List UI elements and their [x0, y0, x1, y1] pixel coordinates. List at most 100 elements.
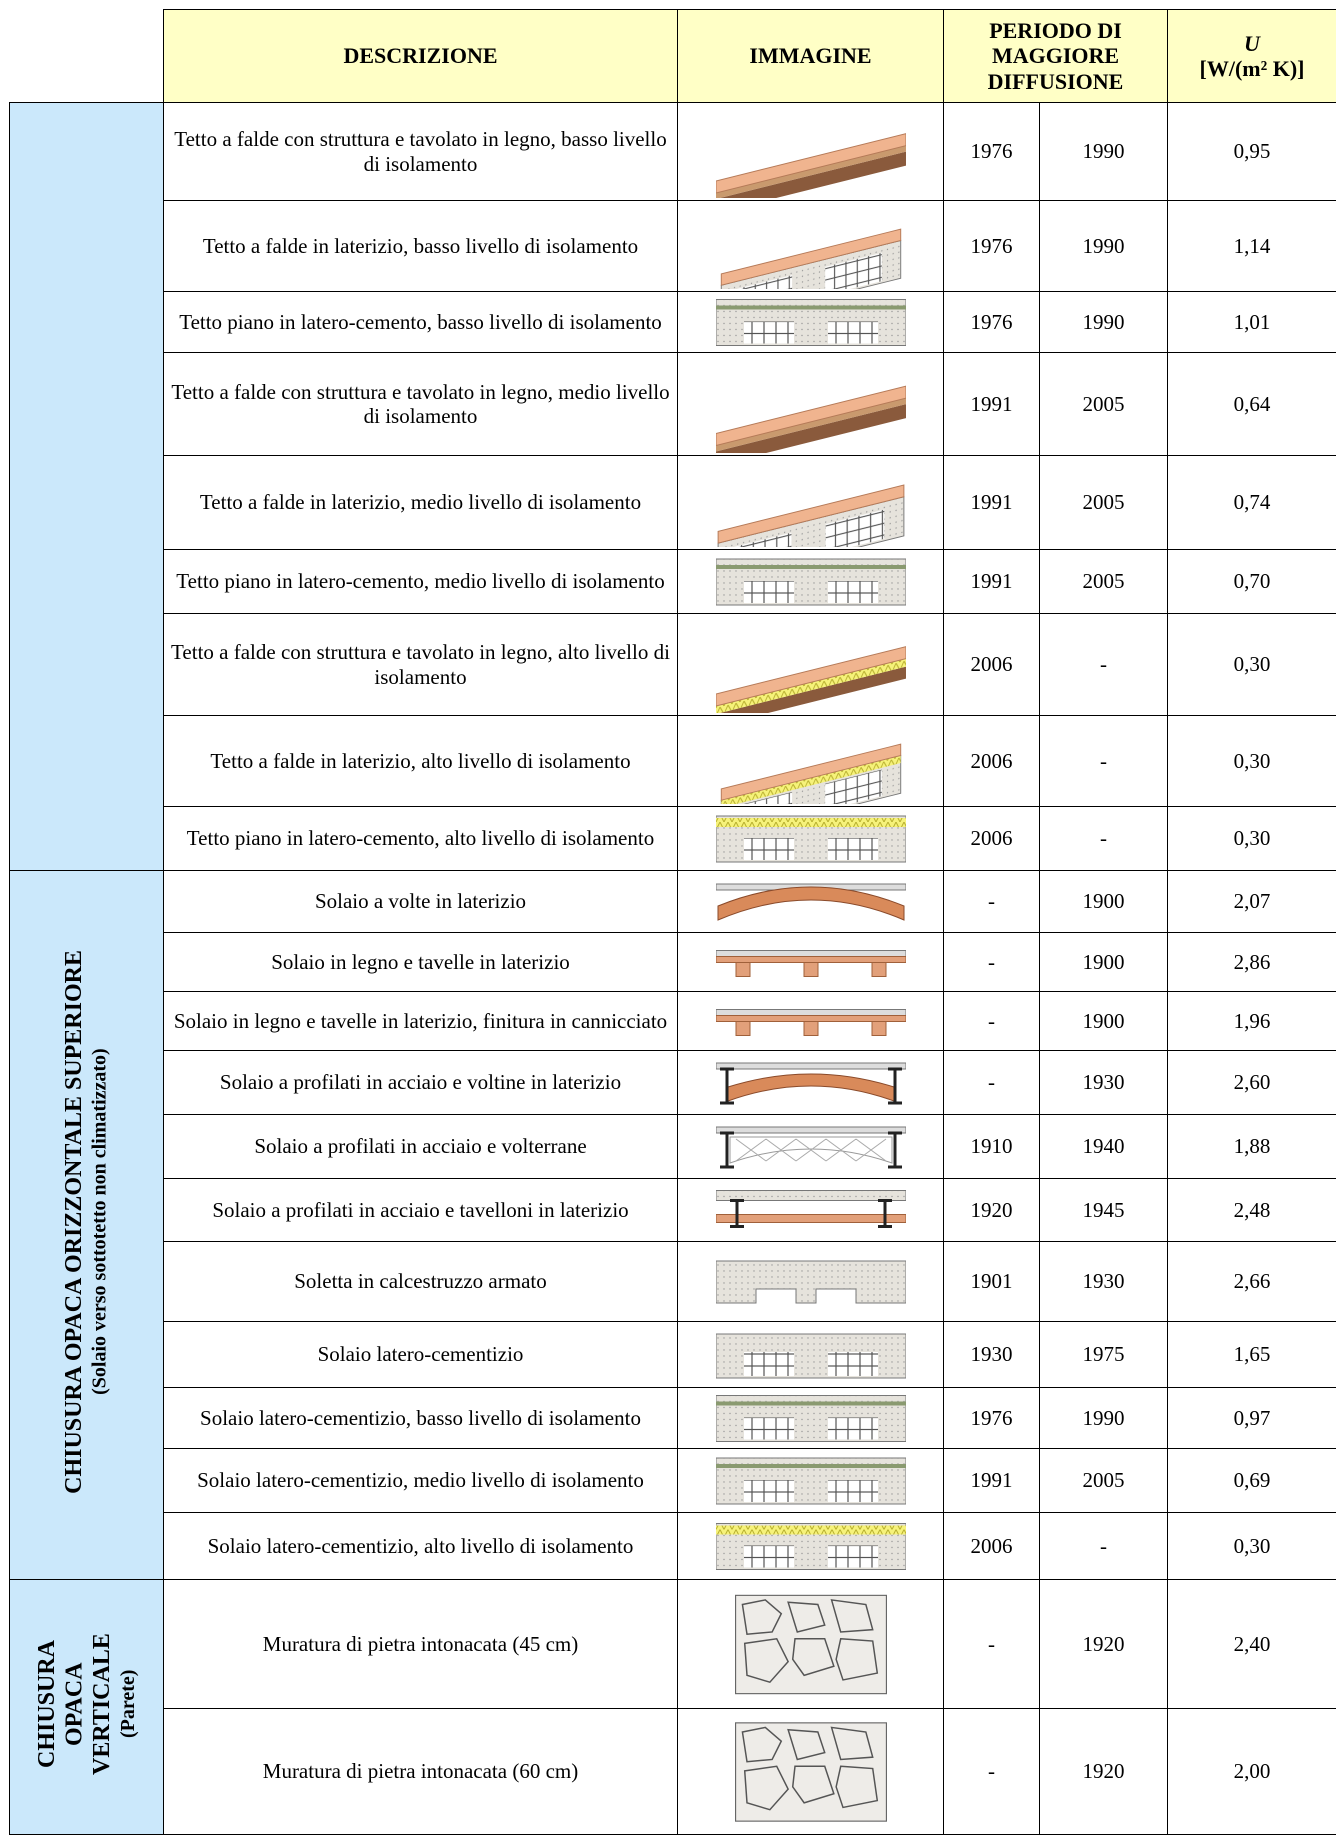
- description-cell: Tetto a falde con struttura e tavolato i…: [163, 102, 678, 201]
- year-from-cell: -: [943, 991, 1040, 1051]
- description-cell: Tetto a falde con struttura e tavolato i…: [163, 352, 678, 456]
- description-cell: Solaio a profilati in acciaio e voltine …: [163, 1050, 678, 1115]
- year-to-cell: -: [1039, 715, 1168, 807]
- group-cell: [9, 102, 164, 871]
- image-cell: [677, 1708, 944, 1835]
- description-cell: Muratura di pietra intonacata (60 cm): [163, 1708, 678, 1835]
- u-value-cell: 0,69: [1167, 1448, 1336, 1513]
- u-value-cell: 0,64: [1167, 352, 1336, 456]
- table-row: Tetto a falde con struttura e tavolato i…: [9, 102, 1336, 871]
- construction-image: [715, 949, 906, 977]
- year-from-cell: -: [943, 1579, 1040, 1709]
- construction-image: [715, 298, 906, 346]
- header-row: DESCRIZIONE IMMAGINE PERIODO DI MAGGIORE…: [9, 9, 1336, 103]
- u-value-cell: 1,14: [1167, 200, 1336, 292]
- u-value-cell: 1,01: [1167, 291, 1336, 353]
- image-cell: [677, 613, 944, 716]
- construction-image: [734, 1593, 887, 1695]
- table-row: Solaio in legno e tavelle in laterizio, …: [10, 991, 1336, 1051]
- construction-image: [720, 228, 901, 289]
- construction-image: [715, 882, 906, 921]
- construction-image: [720, 743, 901, 804]
- header-cell: DESCRIZIONE: [163, 9, 678, 103]
- u-value-cell: 1,88: [1167, 1114, 1336, 1179]
- year-from-cell: 1910: [943, 1114, 1040, 1179]
- year-from-cell: 1976: [943, 291, 1040, 353]
- construction-image: [715, 385, 906, 453]
- table-row: Tetto piano in latero-cemento, basso liv…: [10, 291, 1336, 353]
- table-row: Solaio latero-cementizio, alto livello d…: [10, 1512, 1336, 1580]
- table-row: Tetto piano in latero-cemento, alto live…: [10, 806, 1336, 871]
- image-cell: [677, 1448, 944, 1513]
- header-cell: IMMAGINE: [677, 9, 944, 103]
- table-row: Solaio a profilati in acciaio e tavellon…: [10, 1178, 1336, 1242]
- year-to-cell: 1975: [1039, 1321, 1168, 1388]
- construction-image: [715, 645, 906, 713]
- image-cell: [677, 291, 944, 353]
- year-from-cell: -: [943, 1050, 1040, 1115]
- image-cell: [677, 1114, 944, 1179]
- description-cell: Tetto piano in latero-cemento, medio liv…: [163, 549, 678, 614]
- image-cell: [677, 870, 944, 933]
- u-value-cell: 2,66: [1167, 1241, 1336, 1322]
- table-row: CHIUSURA OPACA VERTICALE (Parete) Muratura…: [9, 1579, 1336, 1835]
- u-value-cell: 2,86: [1167, 932, 1336, 992]
- year-to-cell: -: [1039, 613, 1168, 716]
- year-from-cell: 1991: [943, 549, 1040, 614]
- u-value-cell: 2,60: [1167, 1050, 1336, 1115]
- image-cell: [677, 806, 944, 871]
- construction-image: [715, 132, 906, 198]
- table-row: Solaio latero-cementizio, basso livello …: [10, 1387, 1336, 1449]
- description-cell: Solaio latero-cementizio, basso livello …: [163, 1387, 678, 1449]
- year-from-cell: 1991: [943, 455, 1040, 550]
- year-to-cell: 1900: [1039, 870, 1168, 933]
- group-cell: CHIUSURA OPACA VERTICALE (Parete): [9, 1579, 164, 1835]
- table-row: Solaio in legno e tavelle in laterizio -1…: [10, 932, 1336, 992]
- u-value-cell: 0,70: [1167, 549, 1336, 614]
- image-cell: [677, 1512, 944, 1580]
- year-from-cell: 1976: [943, 1387, 1040, 1449]
- table-row: CHIUSURA OPACA ORIZZONTALE SUPERIORE (Sol…: [9, 870, 1336, 1580]
- table-row: Tetto a falde con struttura e tavolato i…: [10, 352, 1336, 456]
- construction-image: [715, 1522, 906, 1570]
- image-cell: [677, 1178, 944, 1242]
- group-label: CHIUSURA OPACA ORIZZONTALE SUPERIORE (Sol…: [61, 950, 112, 1494]
- u-symbol: U: [1244, 30, 1260, 56]
- image-cell: [677, 1579, 944, 1709]
- image-cell: [677, 200, 944, 292]
- u-value-cell: 0,95: [1167, 102, 1336, 201]
- table-row: Solaio a profilati in acciaio e volterra…: [10, 1114, 1336, 1179]
- construction-image: [717, 484, 904, 547]
- year-from-cell: -: [943, 870, 1040, 933]
- table-row: Tetto piano in latero-cemento, medio liv…: [10, 549, 1336, 614]
- year-from-cell: 2006: [943, 715, 1040, 807]
- year-from-cell: 1991: [943, 352, 1040, 456]
- u-value-cell: 2,07: [1167, 870, 1336, 933]
- construction-image: [715, 1259, 906, 1304]
- table-row: Solaio latero-cementizio 1930 1975 1,65: [10, 1321, 1336, 1388]
- description-cell: Solaio latero-cementizio: [163, 1321, 678, 1388]
- description-cell: Soletta in calcestruzzo armato: [163, 1241, 678, 1322]
- year-to-cell: 1920: [1039, 1579, 1168, 1709]
- year-to-cell: 1990: [1039, 200, 1168, 292]
- image-cell: [677, 715, 944, 807]
- year-to-cell: 2005: [1039, 1448, 1168, 1513]
- year-to-cell: 1920: [1039, 1708, 1168, 1835]
- table: DESCRIZIONE IMMAGINE PERIODO DI MAGGIORE…: [9, 9, 1336, 1835]
- year-to-cell: 1930: [1039, 1050, 1168, 1115]
- group-label: CHIUSURA OPACA VERTICALE (Parete): [34, 1629, 140, 1779]
- construction-image: [715, 1332, 906, 1379]
- year-to-cell: 2005: [1039, 549, 1168, 614]
- table-row: Solaio a profilati in acciaio e voltine …: [10, 1050, 1336, 1115]
- year-to-cell: 1990: [1039, 102, 1168, 201]
- table-row: Soletta in calcestruzzo armato 1901 1930 2,…: [10, 1241, 1336, 1322]
- year-to-cell: 1940: [1039, 1114, 1168, 1179]
- table-row: Tetto a falde in laterizio, basso livell…: [10, 200, 1336, 292]
- year-from-cell: -: [943, 932, 1040, 992]
- image-cell: [677, 991, 944, 1051]
- table-row: Tetto a falde in laterizio, medio livell…: [10, 455, 1336, 550]
- description-cell: Tetto piano in latero-cemento, basso liv…: [163, 291, 678, 353]
- year-from-cell: 2006: [943, 1512, 1040, 1580]
- year-from-cell: 1976: [943, 102, 1040, 201]
- u-value-cell: 2,00: [1167, 1708, 1336, 1835]
